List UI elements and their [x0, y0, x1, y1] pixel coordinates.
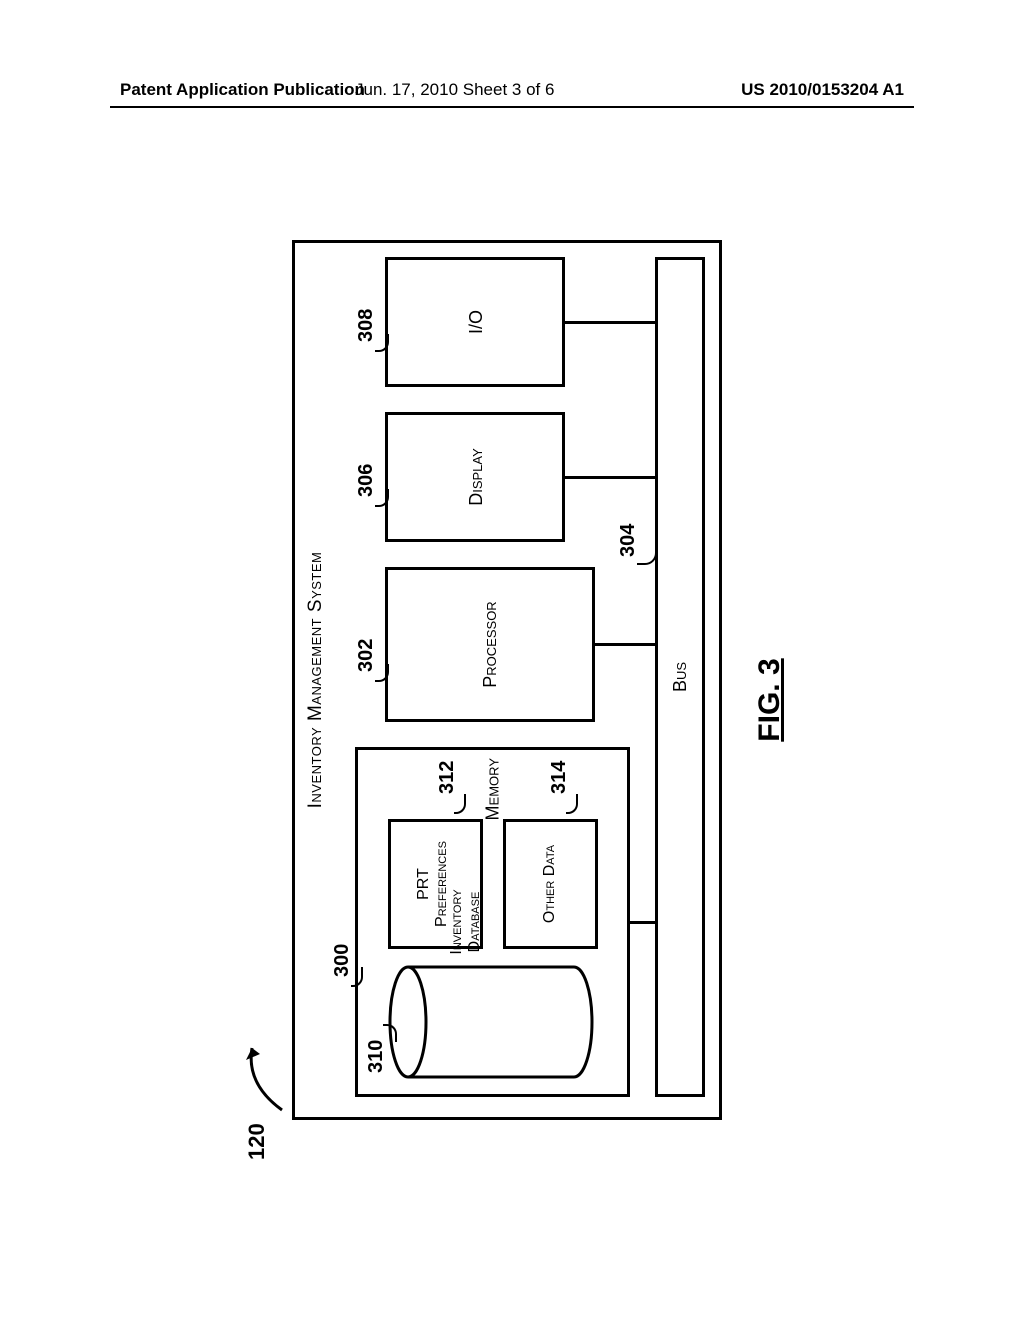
header-center: Jun. 17, 2010 Sheet 3 of 6: [355, 80, 554, 100]
processor-label: Processor: [480, 601, 500, 687]
leader-304-icon: [637, 549, 657, 565]
processor-box: Processor: [385, 567, 595, 722]
ref-120: 120: [244, 1123, 270, 1160]
header-rule: [110, 106, 914, 108]
header-left: Patent Application Publication: [120, 80, 365, 100]
io-label: I/O: [466, 310, 486, 334]
database-cylinder-icon: [386, 962, 596, 1082]
connector-memory-bus: [630, 921, 655, 924]
ref-312: 312: [436, 761, 459, 794]
page: Patent Application Publication Jun. 17, …: [0, 0, 1024, 1320]
memory-box: Memory Inventory Database PRT Pr: [355, 747, 630, 1097]
prt-line2: Preferences: [433, 841, 450, 927]
io-box: I/O: [385, 257, 565, 387]
connector-processor-bus: [595, 643, 655, 646]
display-box: Display: [385, 412, 565, 542]
header-right: US 2010/0153204 A1: [741, 80, 904, 100]
system-title: Inventory Management System: [305, 243, 327, 1117]
system-box: Inventory Management System 300 Memory I…: [292, 240, 722, 1120]
prt-line1: PRT: [415, 868, 432, 900]
ref-310: 310: [365, 1040, 388, 1073]
ref-314: 314: [548, 761, 571, 794]
other-data-label: Other Data: [541, 845, 558, 923]
figure-label: FIG. 3: [753, 200, 787, 1200]
pointer-arrow-icon: [238, 1034, 298, 1114]
connector-display-bus: [565, 476, 655, 479]
display-label: Display: [466, 448, 486, 506]
leader-314-icon: [566, 794, 578, 814]
bus-box: Bus: [655, 257, 705, 1097]
other-data-box: Other Data: [503, 819, 598, 949]
connector-io-bus: [565, 321, 655, 324]
prt-preferences-box: PRT Preferences: [388, 819, 483, 949]
system-diagram: 120 Inventory Management System 300 Memo…: [232, 200, 792, 1200]
bus-label: Bus: [670, 662, 690, 692]
memory-label: Memory: [482, 758, 503, 820]
page-header: Patent Application Publication Jun. 17, …: [0, 80, 1024, 110]
